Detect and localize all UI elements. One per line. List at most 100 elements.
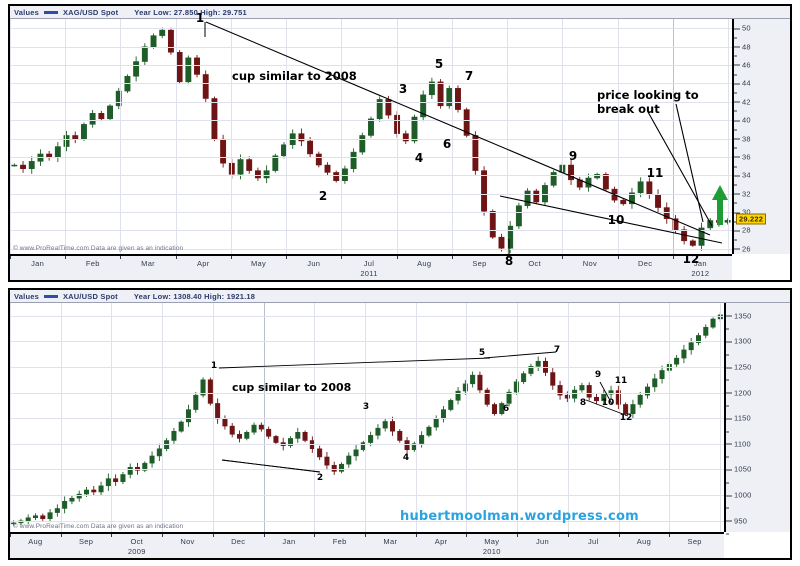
grid-line-horizontal	[10, 175, 732, 177]
tick-mark	[365, 534, 366, 537]
grid-line-horizontal	[10, 46, 732, 48]
tick-mark	[162, 534, 164, 537]
grid-line-vertical	[60, 303, 62, 532]
wave-label-1: 1	[210, 361, 218, 371]
tick-mark	[734, 248, 740, 250]
tick-mark	[734, 166, 737, 168]
year-label: 2011	[360, 269, 378, 278]
wave-label-2: 2	[316, 473, 324, 483]
tick-mark	[734, 239, 737, 241]
grid-line-vertical	[466, 303, 468, 532]
silver-chart-header: Values XAG/USD Spot Year Low: 27.850 Hig…	[10, 6, 790, 19]
wave-label-11: 11	[614, 376, 628, 386]
values-label: Values	[14, 291, 39, 301]
grid-line-horizontal	[10, 193, 732, 195]
price-tick-label: 1250	[734, 362, 752, 372]
tick-mark	[734, 147, 737, 149]
wave-label-8: 8	[504, 254, 514, 268]
tick-mark	[263, 534, 265, 537]
tick-mark	[726, 495, 732, 497]
wave-label-7: 7	[553, 345, 561, 355]
values-label: Values	[14, 7, 39, 17]
tick-mark	[726, 456, 729, 458]
wave-label-9: 9	[568, 149, 578, 163]
grid-line-vertical	[175, 19, 177, 254]
price-tick: 1000	[726, 491, 752, 500]
grid-line-vertical	[365, 303, 366, 532]
wave-label-5: 5	[478, 348, 486, 358]
tick-mark	[734, 28, 740, 30]
tick-mark	[726, 367, 732, 369]
price-tick: 48	[734, 42, 751, 51]
date-tick-label: May	[484, 537, 500, 546]
wave-label-6: 6	[442, 137, 452, 151]
wave-label-3: 3	[398, 82, 408, 96]
tick-mark	[396, 256, 398, 259]
price-tick-label: 1050	[734, 464, 752, 474]
tick-mark	[65, 256, 67, 259]
wave-label-4: 4	[414, 151, 424, 165]
tick-mark	[734, 110, 737, 112]
price-tick-label: 46	[742, 60, 751, 70]
tick-mark	[617, 256, 619, 259]
date-tick-label: Nov	[180, 537, 195, 546]
price-tick-label: 1000	[734, 490, 752, 500]
tick-mark	[562, 256, 564, 259]
date-tick-label: Oct	[130, 537, 144, 546]
price-minor-tick	[734, 217, 739, 226]
wave-label-1: 1	[195, 11, 205, 25]
wave-label-2: 2	[318, 189, 328, 203]
grid-line-vertical	[314, 303, 316, 532]
date-tick-label: Jan	[31, 259, 45, 268]
grid-line-vertical	[618, 303, 620, 532]
tick-mark	[734, 129, 737, 131]
price-minor-tick	[734, 33, 739, 42]
price-minor-tick	[734, 88, 739, 97]
grid-line-horizontal	[10, 392, 724, 394]
date-tick-label: Aug	[28, 537, 43, 546]
price-minor-tick	[734, 162, 739, 171]
gold-date-axis: Aug Sep Oct Nov Dec Jan Feb Mar Apr May Jun Jul Aug S…	[10, 532, 724, 558]
grid-line-horizontal	[10, 367, 724, 368]
price-minor-tick	[734, 143, 739, 152]
price-minor-tick	[726, 503, 731, 512]
series-color-swatch-icon	[43, 294, 58, 298]
grid-line-vertical	[120, 19, 122, 254]
tick-mark	[726, 443, 732, 445]
date-tick-label: Jun	[307, 259, 321, 268]
gold-plot-area[interactable]	[10, 303, 724, 532]
tick-mark	[726, 328, 729, 330]
grid-line-horizontal	[10, 156, 732, 158]
gold-chart-panel: Values XAU/USD Spot Year Low: 1308.40 Hi…	[8, 288, 792, 560]
provider-credit: © www.ProRealTime.com Data are given as …	[13, 245, 184, 252]
date-tick-label: Apr	[197, 259, 210, 268]
tick-mark	[726, 379, 729, 381]
price-tick: 38	[734, 134, 751, 143]
price-tick: 30	[734, 208, 751, 217]
price-tick: 1300	[726, 337, 752, 346]
grid-line-horizontal	[10, 83, 732, 85]
price-tick: 50	[734, 24, 751, 33]
price-tick-label: 1200	[734, 388, 752, 398]
tick-mark	[734, 156, 740, 158]
price-tick: 44	[734, 79, 751, 88]
tick-mark	[618, 534, 620, 537]
tick-mark	[286, 256, 288, 259]
tick-mark	[734, 101, 740, 103]
tick-mark	[120, 256, 122, 259]
tick-mark	[734, 184, 737, 186]
wave-label-12: 12	[682, 252, 700, 266]
grid-line-vertical	[507, 19, 509, 254]
year-label: 2012	[691, 269, 710, 278]
price-tick-label: 36	[742, 152, 751, 162]
year-range-stats: Year Low: 27.850 High: 29.751	[134, 7, 247, 17]
date-tick-label: Apr	[434, 537, 448, 546]
wave-label-9: 9	[594, 370, 602, 380]
date-tick-label: Oct	[528, 259, 541, 268]
year-label: 2009	[127, 547, 146, 556]
date-tick-label: Feb	[332, 537, 347, 546]
price-minor-tick	[734, 198, 739, 207]
price-tick-label: 50	[742, 23, 751, 33]
tick-mark	[734, 74, 737, 76]
price-tick-label: 40	[742, 115, 751, 125]
